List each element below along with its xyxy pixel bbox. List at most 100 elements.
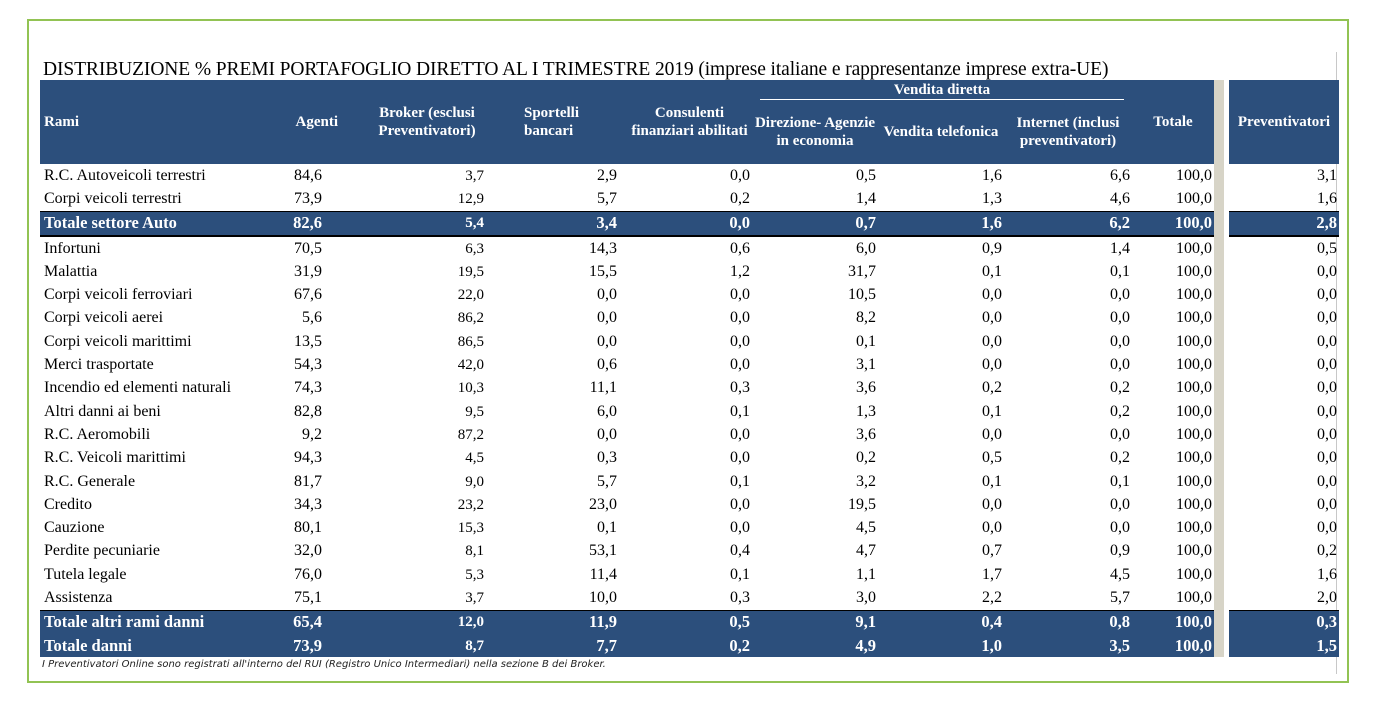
cell-consulenti: 0,2 [627,633,752,658]
cell-sportelli: 6,0 [597,402,617,420]
table-row: Corpi veicoli marittimi 13,5 86,5 0,0 0,0 0,1… [40,330,1339,354]
cell-sportelli: 11,4 [589,565,617,583]
ramo-label: Totale altri rami danni [40,610,260,634]
col-telefonica: Vendita telefonica [878,100,1004,164]
column-separator [1214,80,1224,164]
cell-broker: 4,5 [465,450,484,467]
cell-consulenti: 0,0 [730,286,750,304]
table-row: Corpi veicoli ferroviari 67,6 22,0 0,0 0,0 10… [40,283,1339,307]
column-spacer [1224,633,1229,658]
cell-agenti: 65,4 [260,610,352,634]
column-spacer [1224,283,1229,307]
cell-preventivatori: 0,0 [1317,449,1337,467]
col-totale: Totale [1132,80,1214,164]
cell-telefonica: 1,6 [878,211,1004,237]
table-row: Perdite pecuniarie 32,0 8,1 53,1 0,4 4,7 0,7 0,… [40,539,1339,564]
cell-telefonica: 0,0 [982,309,1002,327]
cell-broker: 22,0 [457,287,484,304]
cell-direzione: 0,1 [856,332,876,350]
column-spacer [1224,260,1229,284]
cell-direzione: 3,2 [856,472,876,490]
cell-totale: 100,0 [1176,332,1212,350]
cell-sportelli: 15,5 [589,262,617,280]
cell-totale: 100,0 [1132,633,1214,658]
cell-agenti: 82,8 [294,402,322,420]
cell-preventivatori: 0,0 [1317,425,1337,443]
column-separator [1214,260,1224,284]
column-separator [1214,211,1224,236]
cell-broker: 23,2 [457,496,484,513]
table-row: Malattia 31,9 19,5 15,5 1,2 31,7 0,1 0,1 100,0 0,… [40,260,1339,284]
cell-telefonica: 0,0 [982,356,1002,374]
cell-telefonica: 0,0 [982,332,1002,350]
cell-totale: 100,0 [1176,239,1212,257]
cell-internet: 3,5 [1004,633,1132,658]
ramo-label: Malattia [44,262,98,280]
cell-broker: 12,0 [352,610,502,634]
column-separator [1214,164,1224,188]
cell-broker: 86,2 [457,310,484,327]
cell-totale: 100,0 [1176,286,1212,304]
column-spacer [1224,493,1229,517]
cell-sportelli: 0,6 [597,356,617,374]
cell-telefonica: 1,3 [878,187,1004,212]
column-separator [1214,376,1224,400]
ramo-label: Tutela legale [44,565,127,583]
cell-direzione: 0,7 [752,211,878,237]
cell-consulenti: 0,1 [730,565,750,583]
cell-sportelli: 3,4 [502,211,627,237]
cell-telefonica: 0,4 [878,610,1004,634]
col-rami: Rami [40,80,260,164]
cell-direzione: 3,6 [856,425,876,443]
cell-direzione: 8,2 [856,309,876,327]
cell-preventivatori: 0,0 [1317,262,1337,280]
cell-telefonica: 0,0 [982,286,1002,304]
cell-sportelli: 53,1 [589,542,617,560]
cell-sportelli: 10,0 [502,586,627,611]
column-spacer [1224,423,1229,447]
column-separator [1214,330,1224,354]
cell-agenti: 94,3 [294,449,322,467]
column-separator [1214,539,1224,564]
cell-preventivatori: 1,6 [1229,187,1339,212]
cell-agenti: 84,6 [294,166,322,184]
ramo-label: Totale danni [40,633,260,658]
column-spacer [1224,563,1229,587]
table-row: Corpi veicoli aerei 5,6 86,2 0,0 0,0 8,2 0,0 0,… [40,306,1339,331]
cell-telefonica: 1,7 [982,565,1002,583]
cell-agenti: 54,3 [294,356,322,374]
cell-sportelli: 2,9 [597,166,617,184]
cell-sportelli: 0,0 [597,286,617,304]
cell-direzione: 4,9 [752,633,878,658]
cell-internet: 0,1 [1110,262,1130,280]
cell-consulenti: 0,1 [730,402,750,420]
cell-broker: 12,9 [352,187,502,212]
cell-internet: 0,0 [1110,309,1130,327]
cell-agenti: 73,9 [260,633,352,658]
table-row: Altri danni ai beni 82,8 9,5 6,0 0,1 1,3 0,1 0,… [40,399,1339,424]
table-row: R.C. Generale 81,7 9,0 5,7 0,1 3,2 0,1 0,1 100,0… [40,469,1339,494]
cell-broker: 10,3 [457,380,484,397]
cell-broker: 8,7 [352,633,502,658]
cell-direzione: 4,5 [856,519,876,537]
column-spacer [1224,586,1229,611]
cell-agenti: 81,7 [294,472,322,490]
cell-agenti: 34,3 [294,495,322,513]
ramo-label: Corpi veicoli marittimi [44,332,192,350]
cell-telefonica: 0,0 [982,519,1002,537]
ramo-label: Merci trasportate [44,356,154,374]
cell-direzione: 19,5 [848,495,876,513]
cell-agenti: 13,5 [294,332,322,350]
cell-sportelli: 0,3 [597,449,617,467]
cell-agenti: 67,6 [294,286,322,304]
cell-consulenti: 0,3 [627,586,752,611]
cell-direzione: 4,7 [856,542,876,560]
cell-consulenti: 0,2 [627,187,752,212]
cell-broker: 86,5 [457,333,484,350]
ramo-label: R.C. Autoveicoli terrestri [44,166,206,184]
column-separator [1214,306,1224,331]
right-rule [1336,52,1337,674]
cell-preventivatori: 0,5 [1317,239,1337,257]
column-separator [1214,423,1224,447]
cell-internet: 0,0 [1110,332,1130,350]
